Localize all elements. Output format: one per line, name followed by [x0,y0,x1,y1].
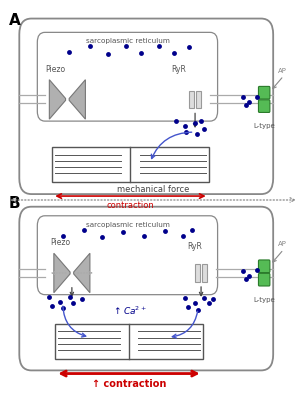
Text: AP: AP [278,241,286,247]
Text: contraction: contraction [106,201,154,210]
Text: L-type: L-type [253,297,275,303]
Text: $\uparrow$Ca$^{2+}$: $\uparrow$Ca$^{2+}$ [112,304,146,317]
Polygon shape [49,80,65,119]
Text: RyR: RyR [188,242,203,251]
Text: B: B [9,196,21,211]
Text: mechanical force: mechanical force [117,185,189,194]
Text: A: A [9,13,21,28]
Text: sarcoplasmic reticulum: sarcoplasmic reticulum [85,38,170,44]
Text: sarcoplasmic reticulum: sarcoplasmic reticulum [85,222,170,228]
FancyBboxPatch shape [259,100,270,112]
Polygon shape [74,253,90,293]
Bar [52,147,209,182]
Text: ↑ contraction: ↑ contraction [92,379,166,389]
FancyBboxPatch shape [37,32,218,121]
Text: Piezo: Piezo [50,238,70,247]
Bar [196,90,201,108]
FancyBboxPatch shape [259,86,270,99]
Text: RyR: RyR [171,65,186,74]
Text: Piezo: Piezo [45,65,65,74]
Polygon shape [69,80,85,119]
FancyBboxPatch shape [259,260,270,272]
Bar [202,264,207,282]
FancyBboxPatch shape [19,18,273,194]
FancyBboxPatch shape [37,216,218,295]
Bar [195,264,200,282]
FancyBboxPatch shape [19,207,273,370]
Bar [189,90,194,108]
FancyBboxPatch shape [259,273,270,286]
Text: AP: AP [278,68,286,74]
Text: L-type: L-type [253,123,275,129]
Polygon shape [54,253,70,293]
Bar [55,324,203,358]
